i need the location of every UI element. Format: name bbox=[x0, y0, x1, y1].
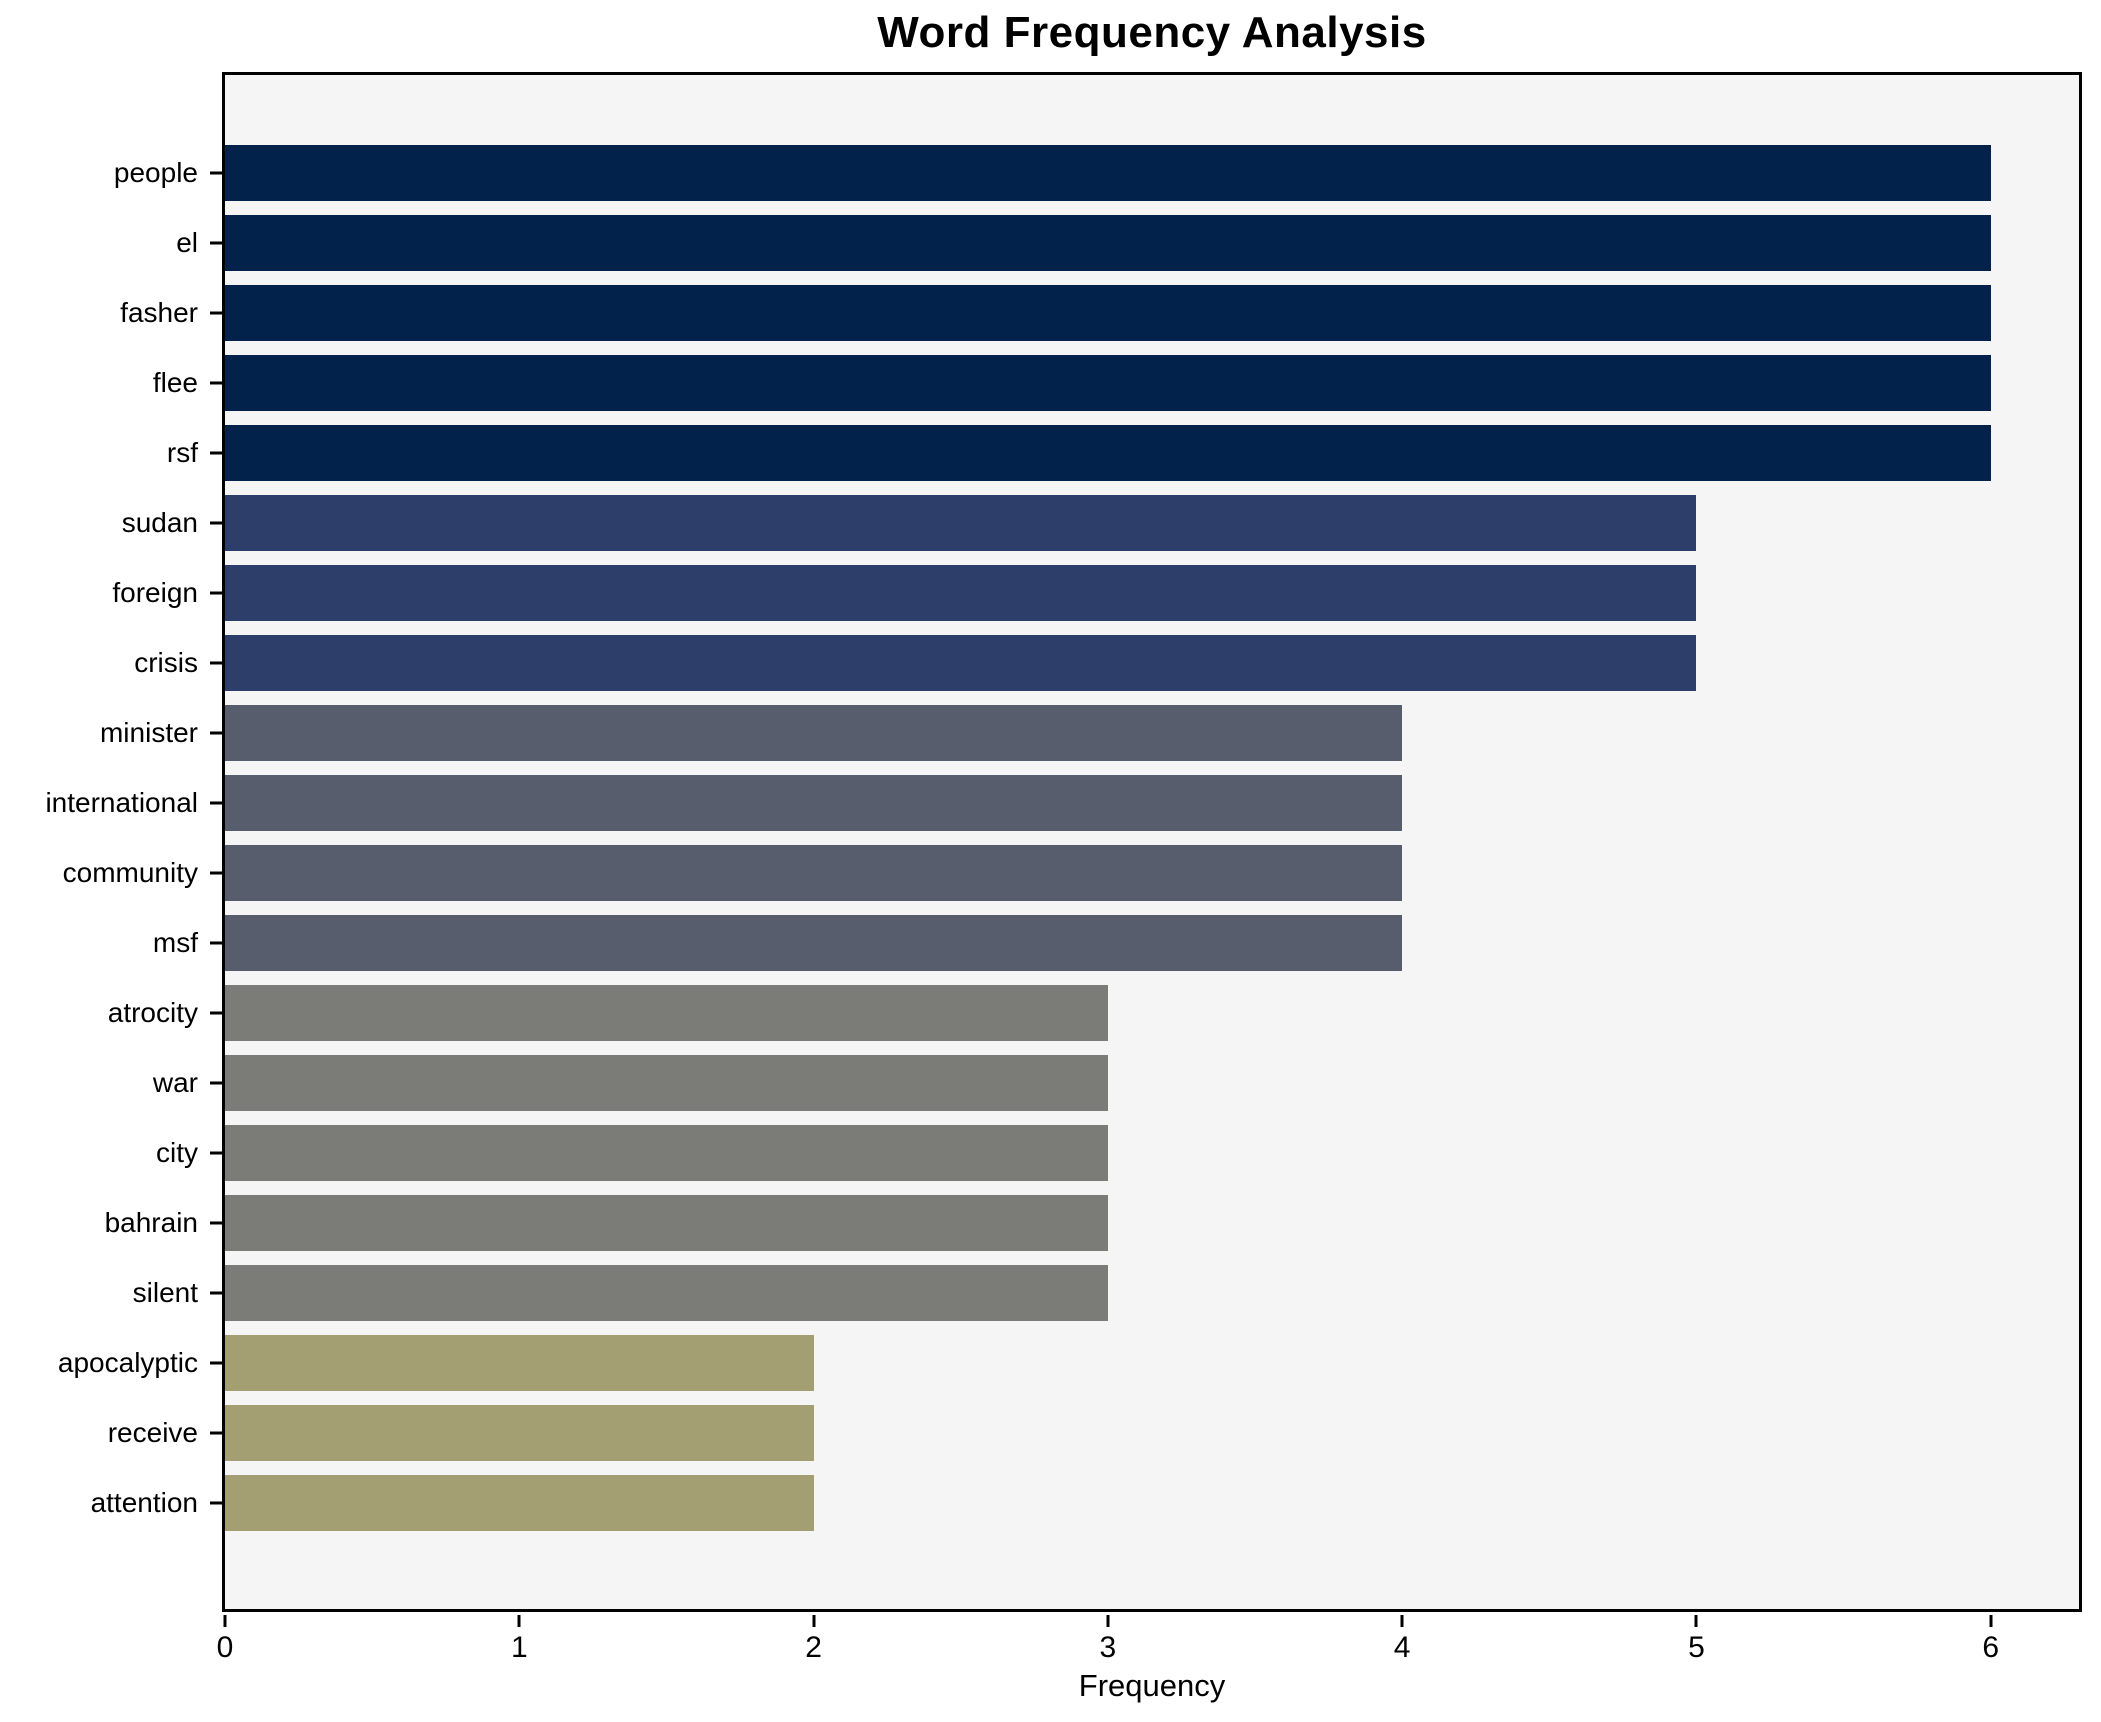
y-axis-tick bbox=[210, 591, 222, 595]
bar-minister bbox=[225, 705, 1403, 761]
y-axis-tick bbox=[210, 1291, 222, 1295]
bar-row: minister bbox=[100, 698, 2079, 768]
bar-row: community bbox=[63, 838, 2079, 908]
y-axis-label-sudan: sudan bbox=[121, 507, 198, 538]
bars-container: people el fasher flee rsf sudan foreign crisis m… bbox=[45, 75, 2079, 1609]
y-axis-label-war: war bbox=[152, 1067, 198, 1098]
y-axis-tick bbox=[210, 1081, 222, 1085]
x-axis-tick-label: 2 bbox=[805, 1631, 822, 1664]
bar-city bbox=[225, 1125, 1108, 1181]
y-axis-label-attention: attention bbox=[90, 1487, 198, 1518]
y-axis-label-apocalyptic: apocalyptic bbox=[57, 1347, 198, 1378]
bar-community bbox=[225, 845, 1403, 901]
bar-rsf bbox=[225, 425, 1991, 481]
y-axis-tick bbox=[210, 1151, 222, 1155]
bar-foreign bbox=[225, 565, 1697, 621]
bar-international bbox=[225, 775, 1403, 831]
bar-attention bbox=[225, 1475, 814, 1531]
bar-row: fasher bbox=[120, 278, 2079, 348]
y-axis-tick bbox=[210, 941, 222, 945]
x-axis-tick bbox=[1989, 1615, 1993, 1627]
x-axis-tick bbox=[223, 1615, 227, 1627]
y-axis-tick bbox=[210, 1431, 222, 1435]
y-axis-label-bahrain: bahrain bbox=[104, 1207, 198, 1238]
bar-row: rsf bbox=[167, 418, 2079, 488]
bar-row: war bbox=[153, 1048, 2079, 1118]
y-axis-tick bbox=[210, 241, 222, 245]
bar-row: msf bbox=[153, 908, 2079, 978]
bar-silent bbox=[225, 1265, 1108, 1321]
bar-row: attention bbox=[91, 1468, 2079, 1538]
y-axis-label-msf: msf bbox=[152, 927, 198, 958]
x-axis-tick bbox=[1106, 1615, 1110, 1627]
bar-row: sudan bbox=[122, 488, 2079, 558]
bar-row: atrocity bbox=[108, 978, 2079, 1048]
bar-sudan bbox=[225, 495, 1697, 551]
plot-area: people el fasher flee rsf sudan foreign crisis m… bbox=[45, 72, 2082, 1664]
y-axis-label-minister: minister bbox=[99, 717, 198, 748]
bar-row: receive bbox=[108, 1398, 2079, 1468]
x-axis-tick bbox=[1400, 1615, 1404, 1627]
y-axis-label-flee: flee bbox=[152, 367, 198, 398]
bar-crisis bbox=[225, 635, 1697, 691]
y-axis-label-community: community bbox=[62, 857, 198, 888]
x-axis-tick-label: 5 bbox=[1688, 1631, 1705, 1664]
bar-people bbox=[225, 145, 1991, 201]
x-axis-tick-label: 6 bbox=[1982, 1631, 2000, 1664]
y-axis-tick bbox=[210, 1221, 222, 1225]
bar-row: foreign bbox=[112, 558, 2079, 628]
x-axis-tick-label: 3 bbox=[1099, 1631, 1117, 1664]
x-axis-tick-label: 4 bbox=[1393, 1631, 1411, 1664]
y-axis-tick bbox=[210, 801, 222, 805]
y-axis-label-el: el bbox=[176, 227, 198, 258]
y-axis-label-atrocity: atrocity bbox=[107, 997, 198, 1028]
chart-title: Word Frequency Analysis bbox=[877, 8, 1427, 57]
y-axis-tick bbox=[210, 381, 222, 385]
y-axis-tick bbox=[210, 1361, 222, 1365]
bar-row: international bbox=[45, 768, 2079, 838]
bar-row: flee bbox=[153, 348, 2079, 418]
y-axis-tick bbox=[210, 661, 222, 665]
y-axis-tick bbox=[210, 871, 222, 875]
x-axis-tick-label: 0 bbox=[216, 1631, 234, 1664]
bar-war bbox=[225, 1055, 1108, 1111]
bar-fasher bbox=[225, 285, 1991, 341]
bar-row: city bbox=[156, 1118, 2079, 1188]
x-axis-label: Frequency bbox=[1078, 1668, 1226, 1703]
y-axis-tick bbox=[210, 521, 222, 525]
bar-row: apocalyptic bbox=[58, 1328, 2079, 1398]
bar-msf bbox=[225, 915, 1403, 971]
y-axis-tick bbox=[210, 731, 222, 735]
x-axis-tick-label: 1 bbox=[510, 1631, 528, 1664]
bar-bahrain bbox=[225, 1195, 1108, 1251]
x-axis-tick bbox=[812, 1615, 816, 1627]
bar-apocalyptic bbox=[225, 1335, 814, 1391]
bar-atrocity bbox=[225, 985, 1108, 1041]
y-axis-label-city: city bbox=[156, 1137, 198, 1168]
x-axis-tick bbox=[1694, 1615, 1698, 1627]
y-axis-label-receive: receive bbox=[107, 1417, 198, 1448]
bar-row: el bbox=[176, 208, 2079, 278]
y-axis-tick bbox=[210, 1011, 222, 1015]
x-axis-tick bbox=[517, 1615, 521, 1627]
y-axis-label-silent: silent bbox=[132, 1277, 198, 1308]
bar-el bbox=[225, 215, 1991, 271]
bar-row: bahrain bbox=[105, 1188, 2079, 1258]
bar-row: silent bbox=[133, 1258, 2079, 1328]
y-axis-tick bbox=[210, 171, 222, 175]
bar-flee bbox=[225, 355, 1991, 411]
bar-receive bbox=[225, 1405, 814, 1461]
y-axis-label-foreign: foreign bbox=[112, 577, 198, 608]
y-axis-tick bbox=[210, 451, 222, 455]
y-axis-tick bbox=[210, 311, 222, 315]
bar-row: people bbox=[114, 138, 2079, 208]
y-axis-label-fasher: fasher bbox=[120, 297, 198, 328]
y-axis-label-people: people bbox=[113, 157, 198, 188]
bar-row: crisis bbox=[134, 628, 2079, 698]
y-axis-label-rsf: rsf bbox=[166, 437, 198, 468]
y-axis-tick bbox=[210, 1501, 222, 1505]
y-axis-label-crisis: crisis bbox=[134, 647, 198, 678]
y-axis-label-international: international bbox=[45, 787, 198, 818]
